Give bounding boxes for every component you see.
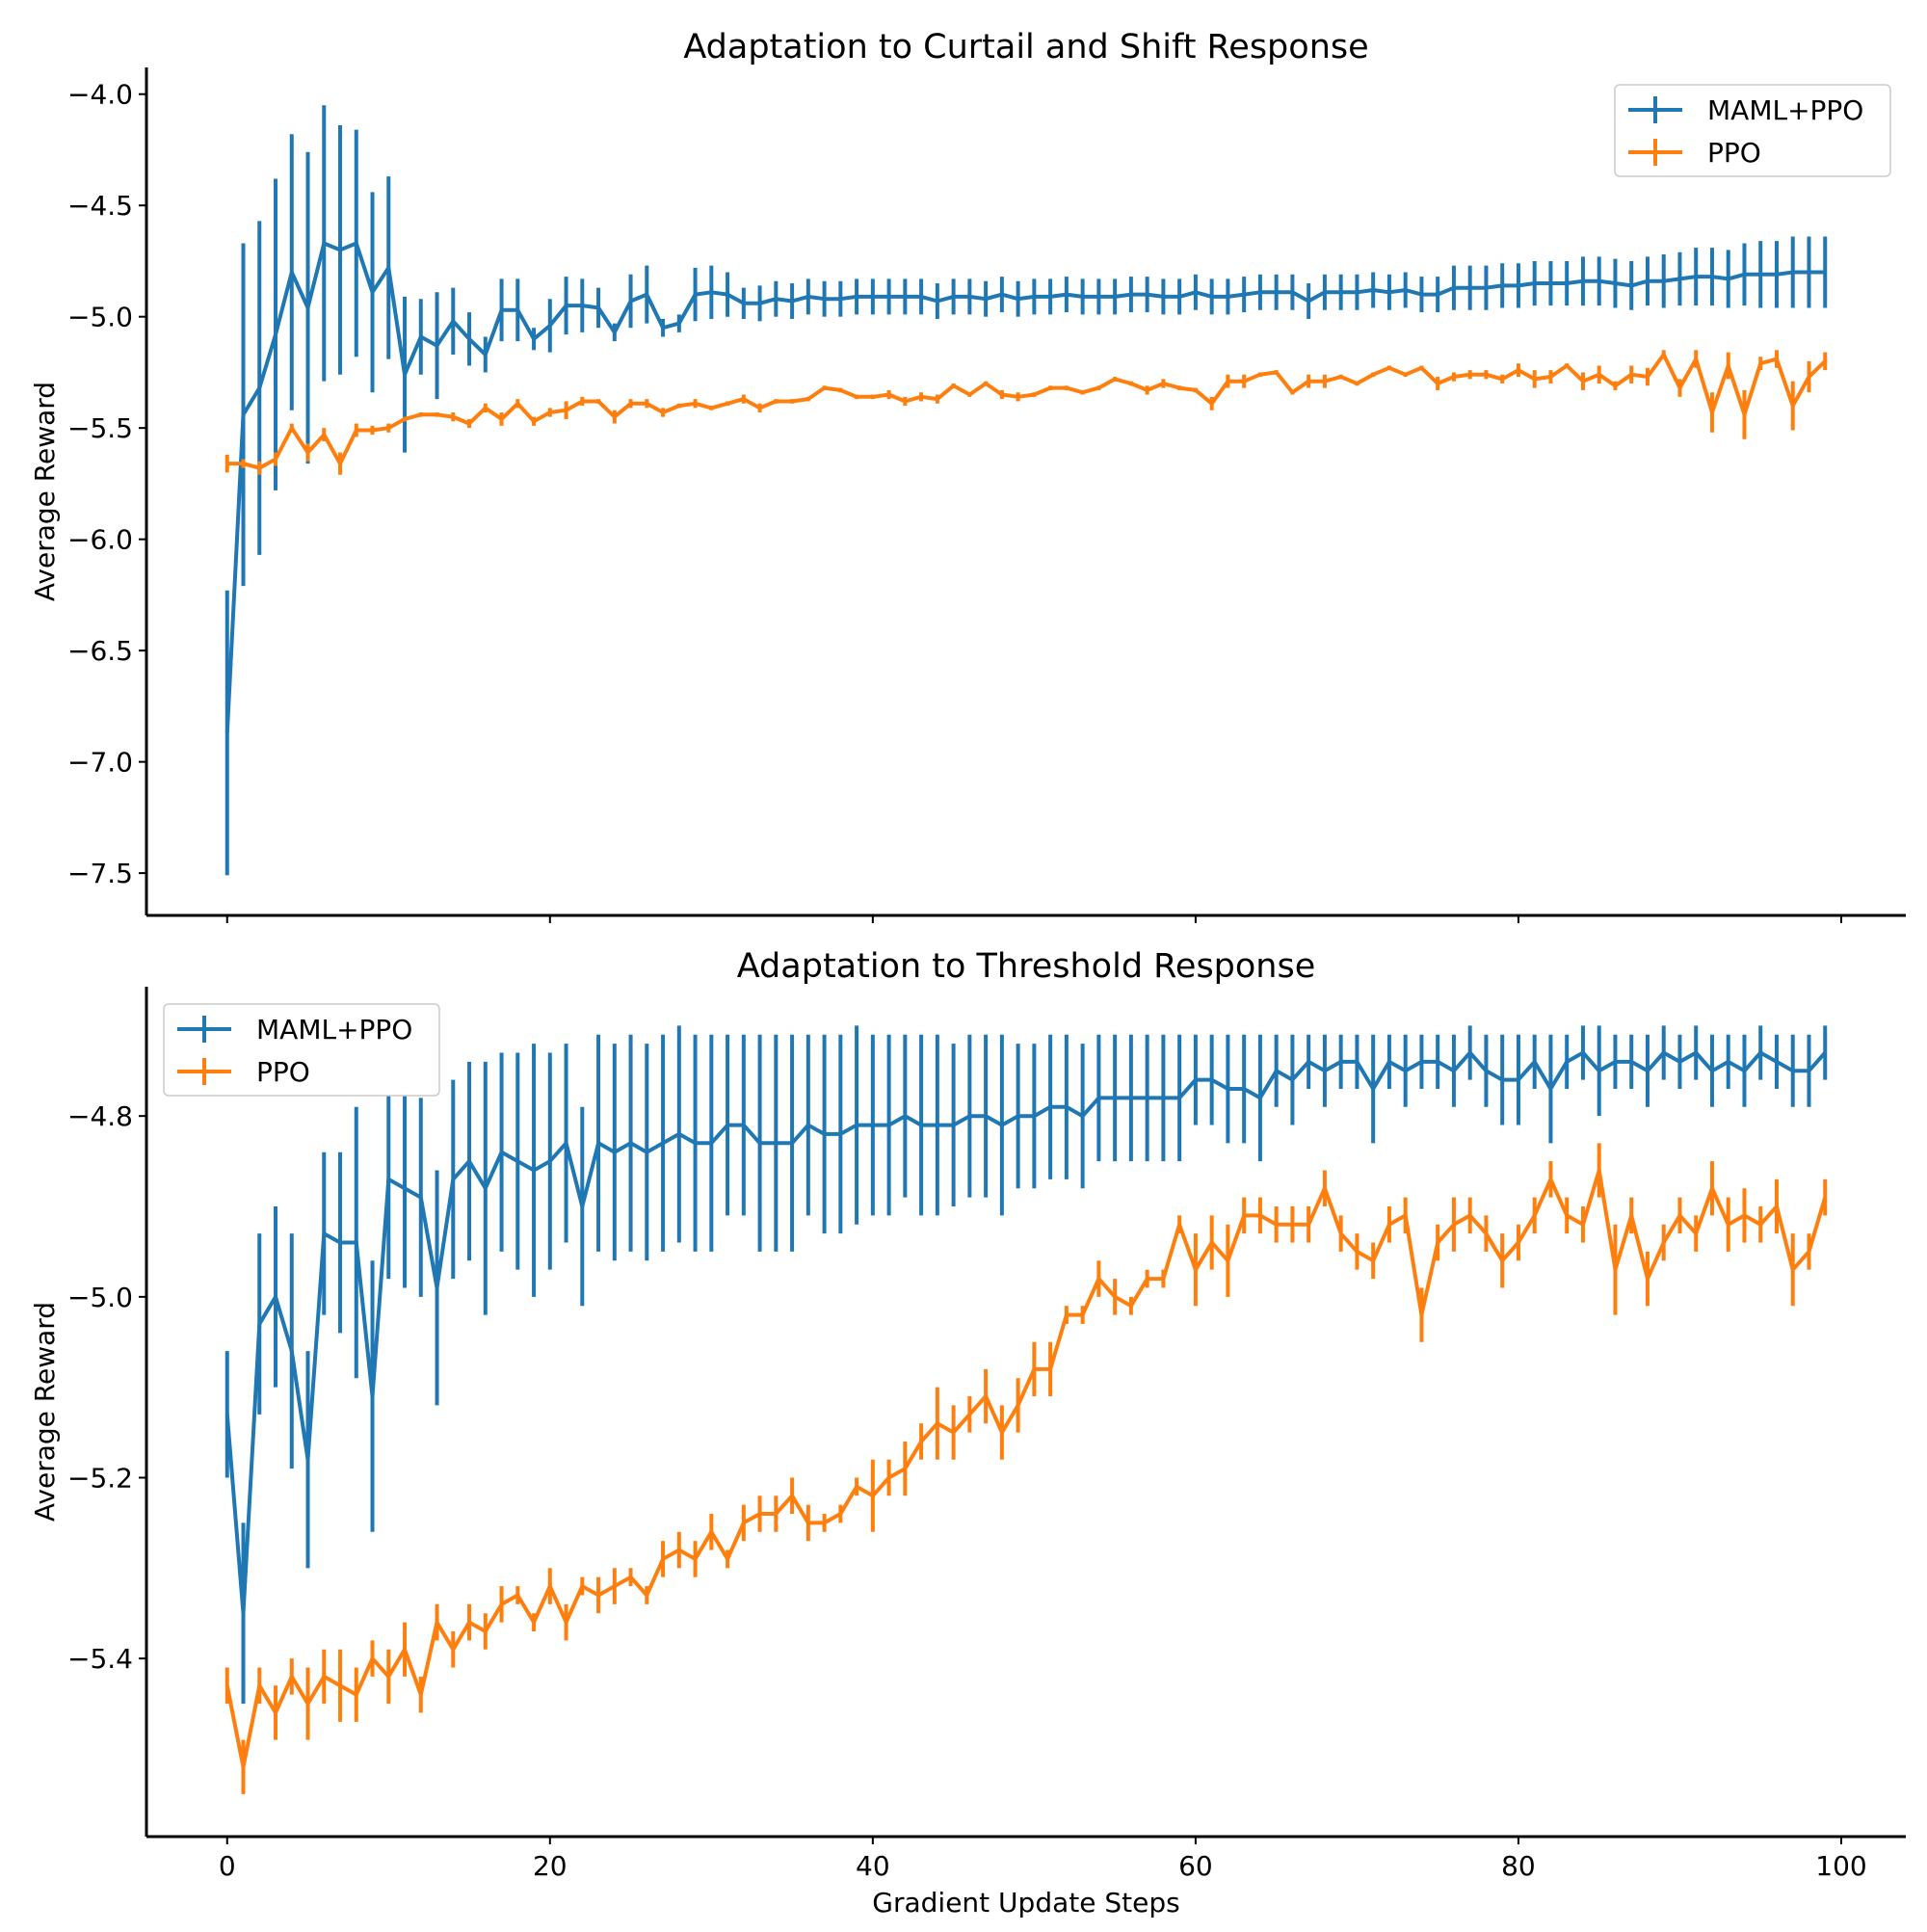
y-tick-label: −7.0 <box>67 747 133 779</box>
y-tick-label: −6.0 <box>67 524 133 556</box>
series-maml-ppo <box>224 105 1828 876</box>
series-line <box>224 1050 1827 1616</box>
series-ppo <box>224 350 1828 475</box>
legend: MAML+PPO PPO <box>1614 84 1891 177</box>
y-tick-label: −5.5 <box>67 412 133 444</box>
series-maml-ppo <box>224 1025 1828 1705</box>
y-axis-label: Average Reward <box>29 1302 61 1522</box>
x-tick-label: 80 <box>1501 1850 1536 1882</box>
y-tick-label: −6.5 <box>67 635 133 667</box>
series-line <box>226 353 1827 470</box>
y-tick-label: −5.4 <box>67 1643 133 1675</box>
y-tick-label: −4.0 <box>67 79 133 111</box>
legend-box <box>163 1003 440 1097</box>
series-line <box>224 1168 1828 1769</box>
x-tick-label: 0 <box>219 1850 236 1882</box>
series-line <box>224 241 1826 733</box>
legend-label: PPO <box>256 1056 310 1088</box>
legend-label: MAML+PPO <box>1707 94 1863 126</box>
chart-title: Adaptation to Threshold Response <box>737 947 1316 986</box>
y-tick-label: −4.8 <box>67 1100 133 1132</box>
x-tick-label: 100 <box>1815 1850 1866 1882</box>
y-tick-label: −4.5 <box>67 190 133 222</box>
legend-box <box>1614 84 1891 177</box>
x-axis-label: Gradient Update Steps <box>872 1887 1179 1919</box>
x-tick-label: 60 <box>1178 1850 1213 1882</box>
series-ppo <box>224 1143 1828 1794</box>
chart-panel-2: Adaptation to Threshold Response 0 20 40 60 8… <box>29 947 1906 1919</box>
legend: MAML+PPO PPO <box>163 1003 440 1097</box>
y-tick-label: −5.0 <box>67 302 133 333</box>
legend-label: PPO <box>1707 137 1761 169</box>
chart-title: Adaptation to Curtail and Shift Response <box>683 28 1368 66</box>
y-axis-label: Average Reward <box>29 382 61 601</box>
legend-label: MAML+PPO <box>256 1014 412 1045</box>
x-tick-label: 20 <box>533 1850 568 1882</box>
chart-panel-1: Adaptation to Curtail and Shift Response… <box>29 28 1906 923</box>
y-tick-label: −5.2 <box>67 1462 133 1494</box>
y-tick-label: −7.5 <box>67 858 133 889</box>
x-tick-label: 40 <box>856 1850 890 1882</box>
y-tick-label: −5.0 <box>67 1282 133 1313</box>
